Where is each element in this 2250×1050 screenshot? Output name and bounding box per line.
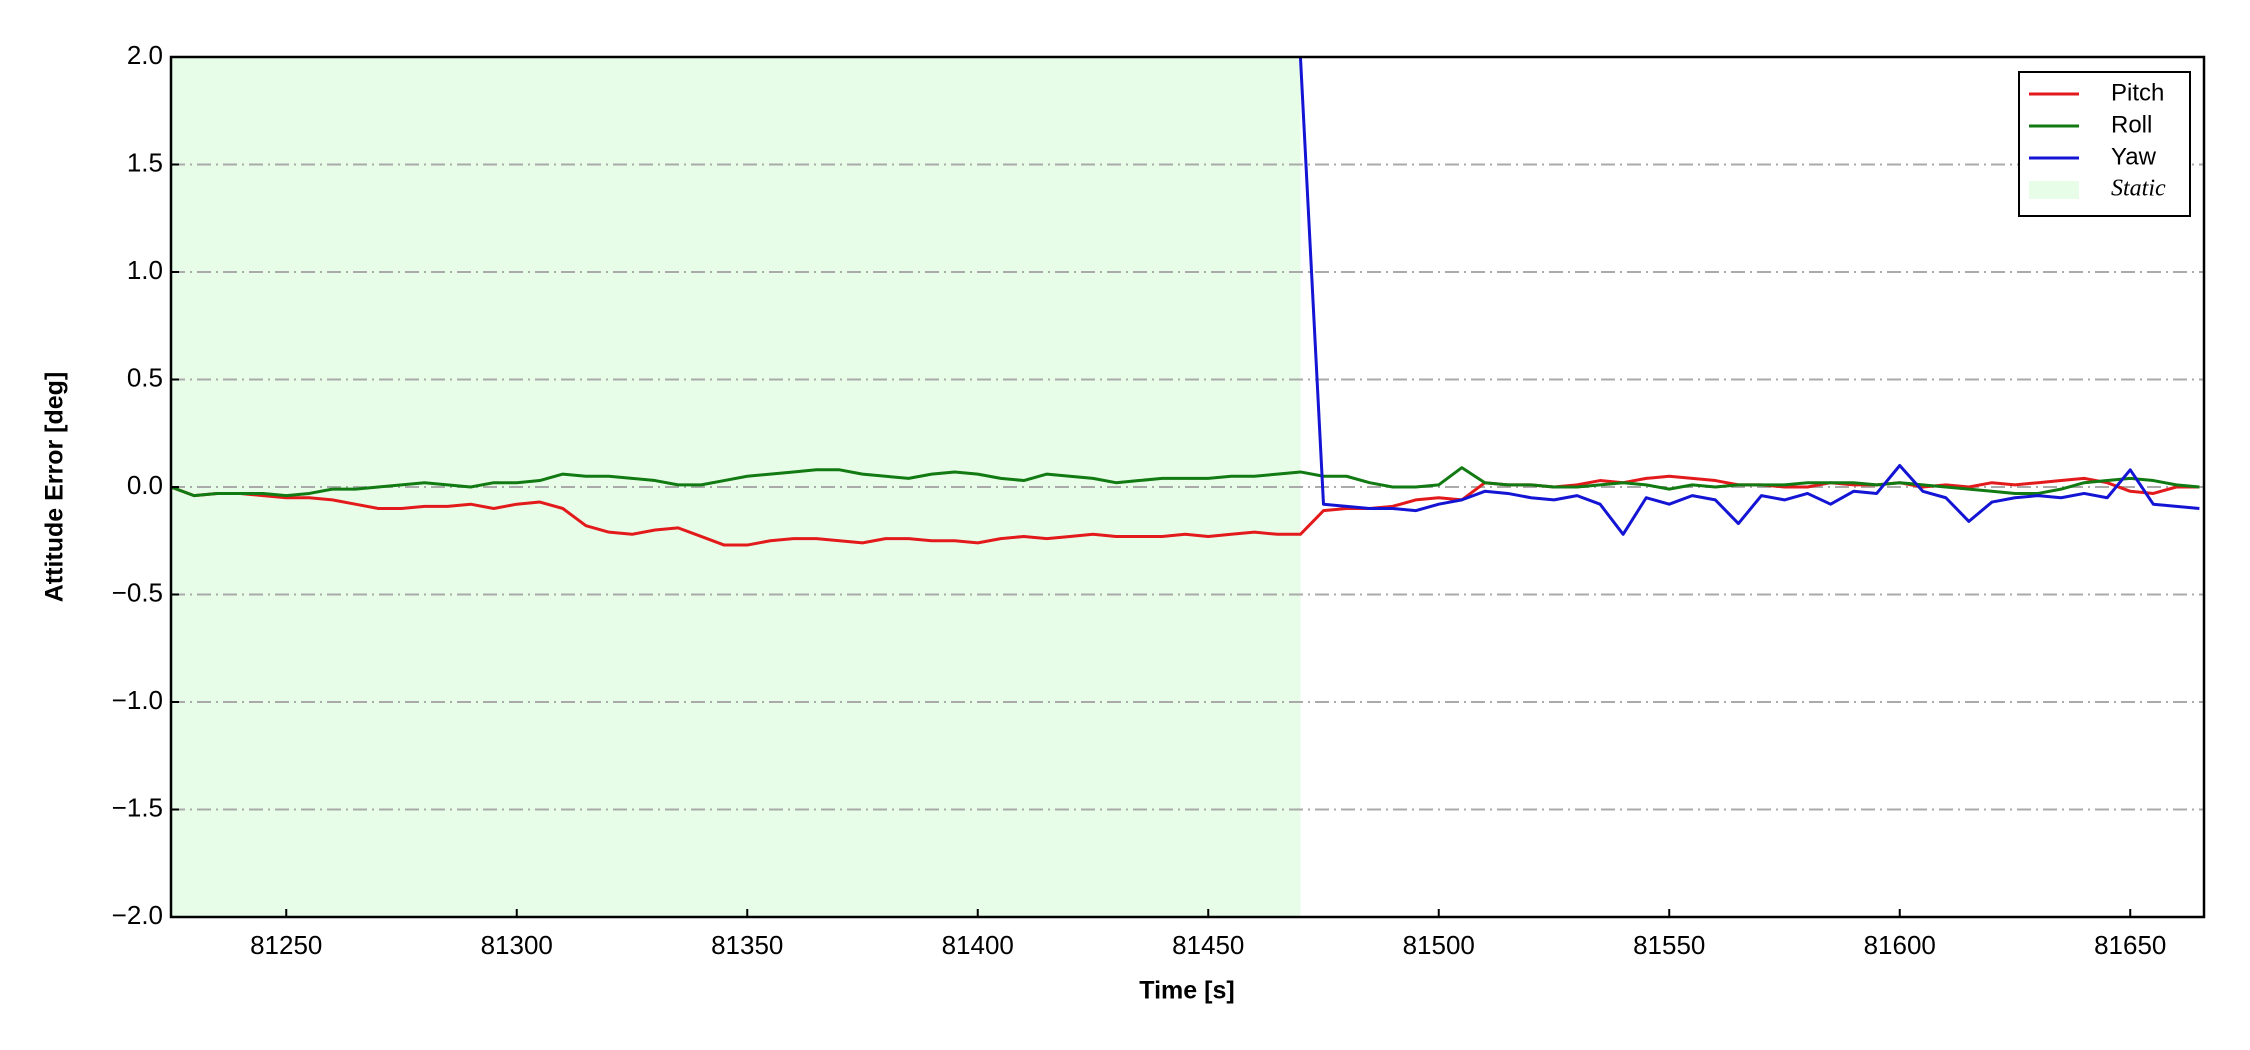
y-tick-label: −0.5 (112, 577, 163, 607)
x-tick-label: 81650 (2094, 930, 2166, 960)
y-tick-label: −1.5 (112, 792, 163, 822)
x-tick-label: 81550 (1633, 930, 1705, 960)
x-tick-label: 81450 (1172, 930, 1244, 960)
series-line (1298, 57, 2200, 536)
x-tick-label: 81300 (481, 930, 553, 960)
y-axis-label: Attitude Error [deg] (41, 372, 69, 603)
axes-layer: −2.0 −1.5 −1.0 −0.5 0.0 0.5 1.0 1.5 2.0 81250 8130… (112, 40, 2167, 960)
x-tick-label: 81350 (711, 930, 783, 960)
legend-label: Static (2111, 176, 2166, 202)
series-line (171, 466, 2200, 498)
y-tick-label: 2.0 (127, 40, 163, 70)
legend-label: Yaw (2111, 143, 2157, 170)
line-layer (171, 57, 2200, 547)
y-tick-label: 1.5 (127, 147, 163, 177)
legend-swatch (2029, 181, 2079, 199)
y-tick-label: 0.5 (127, 362, 163, 392)
y-tick-label: 1.0 (127, 255, 163, 285)
x-tick-label: 81250 (250, 930, 322, 960)
x-tick-label: 81400 (942, 930, 1014, 960)
y-tick-label: −1.0 (112, 685, 163, 715)
legend-label: Roll (2111, 111, 2152, 138)
legend-label: Pitch (2111, 79, 2164, 106)
y-tick-label: 0.0 (127, 470, 163, 500)
legend: Pitch Roll Yaw Static (2018, 71, 2191, 217)
x-axis-label: Time [s] (1139, 977, 1234, 1005)
x-tick-label: 81600 (1864, 930, 1936, 960)
y-tick-label: −2.0 (112, 900, 163, 930)
x-tick-label: 81500 (1403, 930, 1475, 960)
